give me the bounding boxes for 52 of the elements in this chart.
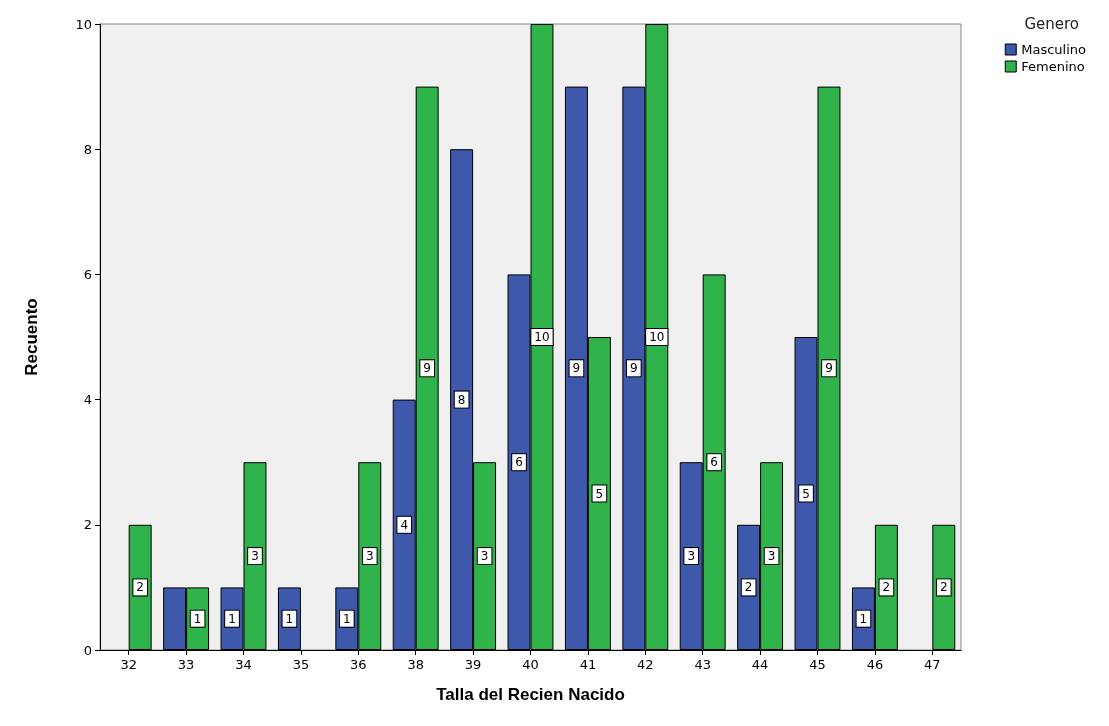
data-label: 9 (572, 361, 581, 376)
legend-label: Femenino (1021, 59, 1085, 74)
data-label: 4 (400, 517, 409, 532)
x-tick-label: 39 (464, 657, 482, 672)
x-tick-label: 44 (751, 657, 769, 672)
data-label: 2 (744, 580, 753, 595)
data-label: 1 (193, 611, 202, 626)
data-label: 2 (136, 580, 144, 595)
y-tick-label: 6 (83, 266, 92, 282)
x-tick-label: 38 (407, 657, 424, 672)
data-label: 3 (767, 549, 776, 564)
data-label: 6 (515, 455, 523, 470)
y-tick-label: 8 (83, 141, 92, 157)
legend-label: Masculino (1021, 42, 1087, 57)
data-label: 3 (251, 549, 259, 564)
y-axis-title: Recuento (22, 298, 41, 376)
x-tick-label: 46 (866, 657, 884, 672)
x-tick-label: 45 (809, 657, 826, 672)
x-tick-label: 42 (637, 657, 654, 672)
data-label: 1 (343, 611, 351, 626)
data-label: 3 (480, 549, 489, 564)
data-label: 2 (939, 580, 948, 595)
x-axis-title: Talla del Recien Nacido (436, 685, 625, 704)
data-label: 1 (228, 611, 236, 626)
x-tick-label: 34 (235, 657, 252, 672)
data-label: 9 (825, 361, 833, 376)
y-tick-label: 0 (83, 642, 92, 658)
data-label: 8 (457, 392, 466, 407)
y-tick-label: 4 (83, 392, 92, 408)
data-label: 3 (687, 549, 696, 564)
data-label: 3 (365, 549, 374, 564)
data-label: 5 (802, 486, 810, 501)
data-label: 9 (423, 361, 431, 376)
x-tick-label: 43 (694, 657, 711, 672)
legend-title: Genero (1024, 14, 1080, 33)
data-label: 10 (649, 330, 665, 344)
x-tick-label: 41 (579, 657, 597, 672)
data-label: 10 (534, 330, 550, 344)
x-tick-label: 47 (924, 657, 941, 672)
x-tick-label: 36 (350, 657, 367, 672)
x-tick-label: 33 (177, 657, 195, 672)
data-label: 6 (710, 455, 718, 470)
data-label: 1 (285, 611, 294, 626)
data-label: 5 (595, 486, 604, 501)
data-label: 9 (630, 361, 638, 376)
data-label: 2 (882, 580, 891, 595)
x-tick-label: 35 (292, 657, 310, 672)
y-tick-label: 10 (75, 16, 92, 32)
x-tick-label: 40 (522, 657, 539, 672)
y-tick-label: 2 (83, 517, 92, 533)
data-label: 1 (859, 611, 868, 626)
x-tick-label: 32 (120, 657, 137, 672)
